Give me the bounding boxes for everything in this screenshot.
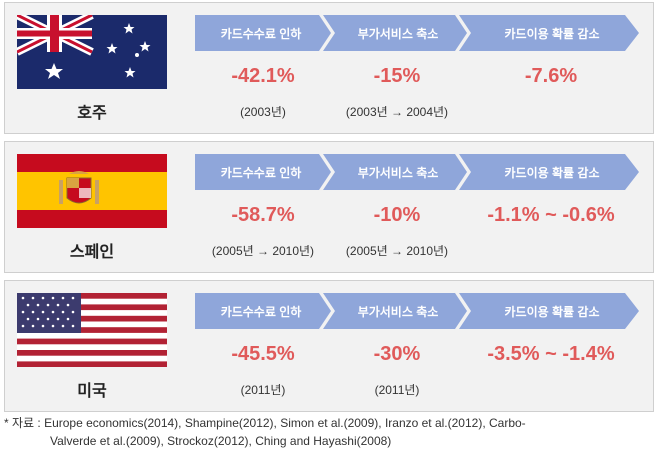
country-name: 미국 <box>77 383 107 400</box>
fee-cut-period: (2011년) <box>240 383 286 397</box>
fee-cut-chevron: 카드수수료 인하 <box>195 154 331 190</box>
usage-drop-value: -7.6% <box>524 65 578 87</box>
usa-flag-icon <box>17 293 167 367</box>
service-cut-value: -30% <box>373 343 421 365</box>
fee-cut-value: -58.7% <box>231 204 295 226</box>
source-note: * 자료 : Europe economics(2014), Shampine(… <box>4 414 656 450</box>
usage-drop-value: -1.1% ~ -0.6% <box>487 204 615 226</box>
country-panel-australia: 호주 카드수수료 인하 부가서비스 축소 카드이용 확률 감소 -42.1% -… <box>4 2 654 134</box>
fee-cut-period: (2003년) <box>240 105 286 119</box>
fee-cut-chevron: 카드수수료 인하 <box>195 15 331 51</box>
country-panel-spain: 스페인 카드수수료 인하 부가서비스 축소 카드이용 확률 감소 -58.7% … <box>4 141 654 273</box>
usage-drop-value: -3.5% ~ -1.4% <box>487 343 615 365</box>
service-cut-chevron: 부가서비스 축소 <box>323 15 467 51</box>
service-cut-period: (2011년) <box>374 383 420 397</box>
service-cut-period: (2003년 → 2004년) <box>345 105 449 119</box>
usage-drop-chevron: 카드이용 확률 감소 <box>459 293 639 329</box>
service-cut-chevron: 부가서비스 축소 <box>323 154 467 190</box>
fee-cut-value: -42.1% <box>231 65 295 87</box>
service-cut-chevron: 부가서비스 축소 <box>323 293 467 329</box>
fee-cut-period: (2005년 → 2010년) <box>211 244 315 258</box>
fee-cut-chevron: 카드수수료 인하 <box>195 293 331 329</box>
country-panel-usa: 미국 카드수수료 인하 부가서비스 축소 카드이용 확률 감소 -45.5% -… <box>4 280 654 412</box>
usage-drop-chevron: 카드이용 확률 감소 <box>459 154 639 190</box>
service-cut-value: -10% <box>373 204 421 226</box>
service-cut-value: -15% <box>373 65 421 87</box>
service-cut-period: (2005년 → 2010년) <box>345 244 449 258</box>
country-name: 호주 <box>77 105 107 122</box>
spain-flag-icon <box>17 154 167 228</box>
fee-cut-value: -45.5% <box>231 343 295 365</box>
australia-flag-icon <box>17 15 167 89</box>
country-name: 스페인 <box>69 244 115 261</box>
usage-drop-chevron: 카드이용 확률 감소 <box>459 15 639 51</box>
source-line-1: * 자료 : Europe economics(2014), Shampine(… <box>4 416 526 430</box>
source-line-2: Valverde et al.(2009), Strockoz(2012), C… <box>50 434 392 448</box>
